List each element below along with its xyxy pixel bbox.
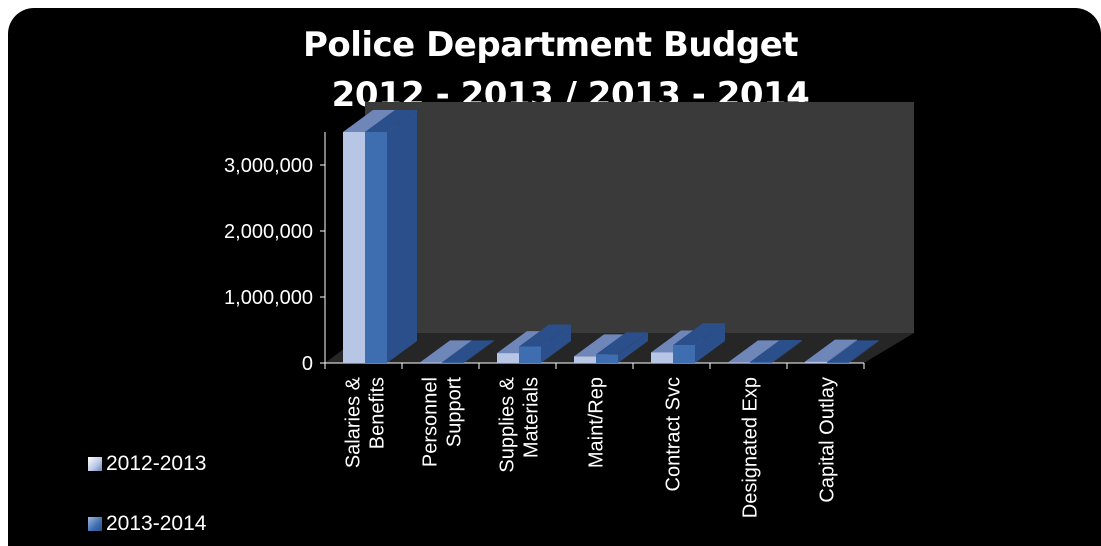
bar-front xyxy=(420,362,442,363)
legend-swatch-series-2 xyxy=(88,517,102,531)
bar-top xyxy=(442,340,494,363)
y-tick-label: 3,000,000 xyxy=(224,155,313,177)
legend-label-series-1: 2012-2013 xyxy=(106,452,207,475)
y-tick-label: 0 xyxy=(302,353,313,375)
bar-top xyxy=(750,340,802,363)
x-tick-label: Materials xyxy=(521,377,543,458)
bar-front xyxy=(574,356,596,363)
x-tick-label: Personnel xyxy=(420,377,442,467)
y-tick-label: 1,000,000 xyxy=(224,287,313,309)
bar-top xyxy=(365,110,417,132)
x-tick-label: Contract Svc xyxy=(663,377,685,491)
bar-front xyxy=(750,362,772,363)
bar-top xyxy=(805,339,857,362)
chart-bars xyxy=(343,110,879,363)
x-axis-tick-labels: Salaries & Benefits Personnel Support Suppli… xyxy=(343,376,839,518)
bar-front xyxy=(497,353,519,363)
bar-top xyxy=(519,324,571,347)
legend-label-series-2: 2013-2014 xyxy=(106,512,207,535)
bar-top xyxy=(596,332,648,355)
legend-item-series-2: 2013-2014 xyxy=(88,512,206,536)
bar-front xyxy=(343,132,365,363)
bar xyxy=(365,110,417,363)
bar-front xyxy=(596,354,618,363)
bar-top xyxy=(574,334,626,357)
x-tick-label: Support xyxy=(444,377,466,447)
bar xyxy=(673,323,725,363)
bar-top xyxy=(673,323,725,346)
bar xyxy=(750,340,802,363)
bar-front xyxy=(805,361,827,363)
bar-front xyxy=(442,362,464,363)
bar-front xyxy=(673,345,695,363)
legend-swatch-series-1 xyxy=(88,457,102,471)
x-tick-label: Benefits xyxy=(367,377,389,449)
bar-top xyxy=(728,340,780,363)
bar-side xyxy=(618,332,648,363)
back-wall xyxy=(365,102,914,333)
bar-front xyxy=(827,362,849,363)
legend-item-series-1: 2012-2013 xyxy=(88,452,206,476)
bar-top xyxy=(343,110,395,132)
x-tick-label: Maint/Rep xyxy=(586,377,608,468)
y-axis-tick-labels: 0 1,000,000 2,000,000 3,000,000 xyxy=(224,155,313,375)
x-tick-label: Supplies & xyxy=(497,376,519,472)
bar-side xyxy=(387,110,417,363)
x-tick-label: Salaries & xyxy=(343,376,365,468)
bar-top xyxy=(827,340,879,363)
bar-side xyxy=(772,340,802,363)
bar-side xyxy=(541,324,571,363)
bar-front xyxy=(728,362,750,363)
bar-front xyxy=(519,346,541,363)
bar-front xyxy=(651,352,673,363)
y-tick-label: 2,000,000 xyxy=(224,221,313,243)
chart-title: Police Department Budget xyxy=(302,25,799,65)
bar-top xyxy=(420,340,472,363)
bar-side xyxy=(849,340,879,363)
bar xyxy=(827,340,879,363)
x-tick-label: Designated Exp xyxy=(740,377,762,518)
bar xyxy=(596,332,648,363)
bar-front xyxy=(365,132,387,363)
bar xyxy=(442,340,494,363)
bar xyxy=(519,324,571,363)
bar-side xyxy=(464,340,494,363)
bar-side xyxy=(695,323,725,363)
x-tick-label: Capital Outlay xyxy=(817,377,839,503)
